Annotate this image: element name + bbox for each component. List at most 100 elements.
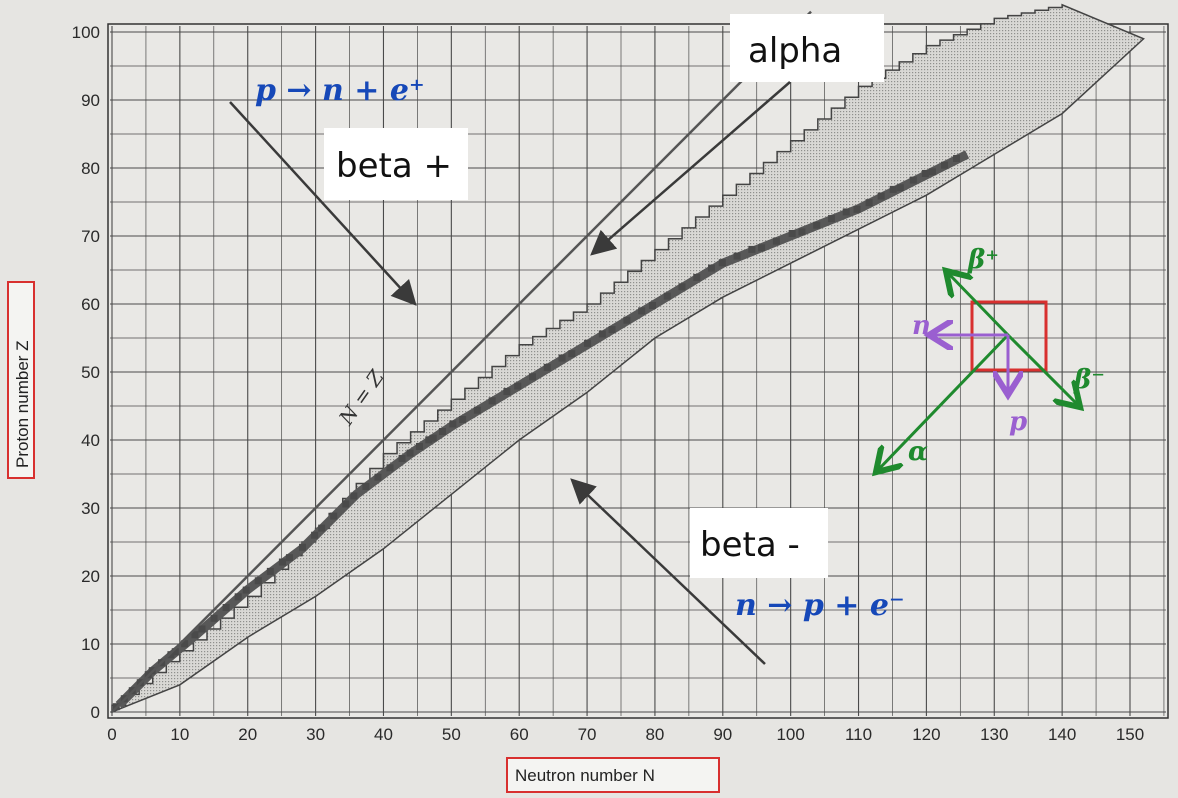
stable-nuclide-mark: [718, 259, 726, 267]
x-tick-label: 10: [170, 725, 189, 744]
stable-nuclide-mark: [514, 382, 522, 390]
x-tick-label: 20: [238, 725, 257, 744]
stable-nuclide-mark: [608, 326, 616, 334]
stable-nuclide-mark: [210, 614, 218, 622]
callout-arrows: [229, 81, 791, 665]
y-tick-label: 0: [91, 703, 100, 722]
stable-nuclide-mark: [663, 292, 671, 300]
stable-nuclide-mark: [638, 307, 646, 315]
stable-nuclide-mark: [222, 604, 230, 612]
stable-nuclide-mark: [758, 244, 766, 252]
x-tick-label: 50: [442, 725, 461, 744]
stable-nuclide-mark: [406, 449, 414, 457]
y-tick-label: 90: [81, 91, 100, 110]
stable-nuclide-mark: [813, 221, 821, 229]
x-tick-labels: 0 10 20 30 40 50 60 70 80 90 100 110 120 130 140 150: [107, 725, 1144, 744]
stable-nuclide-mark: [584, 339, 592, 347]
stable-nuclide-mark: [266, 567, 274, 575]
x-tick-label: 80: [645, 725, 664, 744]
alpha-diagram-label: α: [908, 437, 928, 467]
beta-minus-diagram-label: β⁻: [1073, 365, 1105, 395]
beta-minus-equation: n → p + e⁻: [735, 588, 905, 623]
stable-nuclide-mark: [425, 436, 433, 444]
stable-nuclide-mark: [488, 397, 496, 405]
x-tick-label: 120: [912, 725, 940, 744]
stable-nuclide-mark: [242, 586, 250, 594]
stable-nuclide-mark: [877, 192, 885, 200]
stable-nuclide-mark: [733, 252, 741, 260]
x-tick-label: 140: [1048, 725, 1076, 744]
decay-diagram: β⁺ β⁻ n p α: [878, 245, 1105, 470]
beta-plus-equation: p → n + e⁺: [255, 73, 425, 108]
y-tick-label: 60: [81, 295, 100, 314]
stable-nuclide-mark: [896, 184, 904, 192]
alpha-diagram-arrow: [878, 333, 1010, 470]
stable-nuclide-mark: [842, 208, 850, 216]
alpha-callout: alpha: [730, 14, 884, 82]
stable-nuclide-mark: [928, 168, 936, 176]
stable-nuclide-mark: [181, 640, 189, 648]
y-tick-label: 30: [81, 499, 100, 518]
y-tick-label: 40: [81, 431, 100, 450]
stable-nuclide-mark: [558, 354, 566, 362]
stable-nuclide-mark: [318, 524, 326, 532]
x-tick-label: 60: [510, 725, 529, 744]
y-tick-labels: 0 10 20 30 40 50 60 70 80 90 100: [72, 23, 100, 722]
stable-nuclide-mark: [459, 416, 467, 424]
stable-nuclide-mark: [254, 577, 262, 585]
stable-nuclide-mark: [311, 531, 319, 539]
stable-nuclide-mark: [909, 176, 917, 184]
stable-nuclide-mark: [234, 593, 242, 601]
x-axis-label: Neutron number N: [515, 766, 655, 785]
stable-nuclide-mark: [438, 428, 446, 436]
n-equals-z-reference: [111, 10, 812, 713]
alpha-arrow: [590, 81, 791, 256]
proton-diagram-label: p: [1009, 407, 1027, 437]
stable-nuclide-mark: [798, 228, 806, 236]
beta-plus-label: beta +: [336, 146, 452, 186]
x-tick-label: 40: [374, 725, 393, 744]
stable-nuclide-mark: [772, 237, 780, 245]
x-tick-label: 150: [1116, 725, 1144, 744]
stable-nuclide-mark: [953, 155, 961, 163]
y-axis-label-group: Proton number Z: [7, 281, 35, 479]
y-tick-label: 10: [81, 635, 100, 654]
stable-nuclide-mark: [678, 283, 686, 291]
x-axis-label-group: Neutron number N: [506, 757, 720, 793]
stable-nuclide-mark: [889, 185, 897, 193]
beta-minus-arrow: [570, 478, 766, 665]
x-tick-label: 70: [578, 725, 597, 744]
stable-nuclide-mark: [473, 406, 481, 414]
stable-nuclide-mark: [398, 454, 406, 462]
stable-nuclide-mark: [342, 500, 350, 508]
stable-nuclide-mark: [171, 648, 179, 656]
x-tick-label: 0: [107, 725, 116, 744]
stable-nuclide-mark: [198, 625, 206, 633]
beta-minus-callout: beta -: [690, 508, 828, 578]
stable-valley-line: [115, 150, 970, 709]
stable-nuclide-mark: [285, 554, 293, 562]
stable-nuclide-mark: [449, 420, 457, 428]
y-tick-label: 100: [72, 23, 100, 42]
stable-nuclide-mark: [708, 264, 716, 272]
stable-nuclide-mark: [827, 215, 835, 223]
stable-nuclide-mark: [350, 492, 358, 500]
stable-valley: [112, 150, 970, 711]
y-tick-label: 80: [81, 159, 100, 178]
stable-nuclide-mark: [429, 434, 437, 442]
beta-plus-diagram-label: β⁺: [967, 245, 999, 275]
stable-nuclide-mark: [278, 558, 286, 566]
stable-nuclide-mark: [191, 631, 199, 639]
x-tick-label: 30: [306, 725, 325, 744]
stable-nuclide-mark: [748, 245, 756, 253]
neutron-diagram-label: n: [912, 311, 931, 341]
stable-nuclide-mark: [598, 330, 606, 338]
stable-nuclide-mark: [865, 199, 873, 207]
beta-plus-diagram-arrow: [948, 273, 1010, 337]
stable-nuclide-mark: [941, 161, 949, 169]
stable-nuclide-mark: [415, 442, 423, 450]
x-tick-label: 130: [980, 725, 1008, 744]
stable-nuclide-mark: [362, 483, 370, 491]
stable-nuclide-mark: [386, 464, 394, 472]
